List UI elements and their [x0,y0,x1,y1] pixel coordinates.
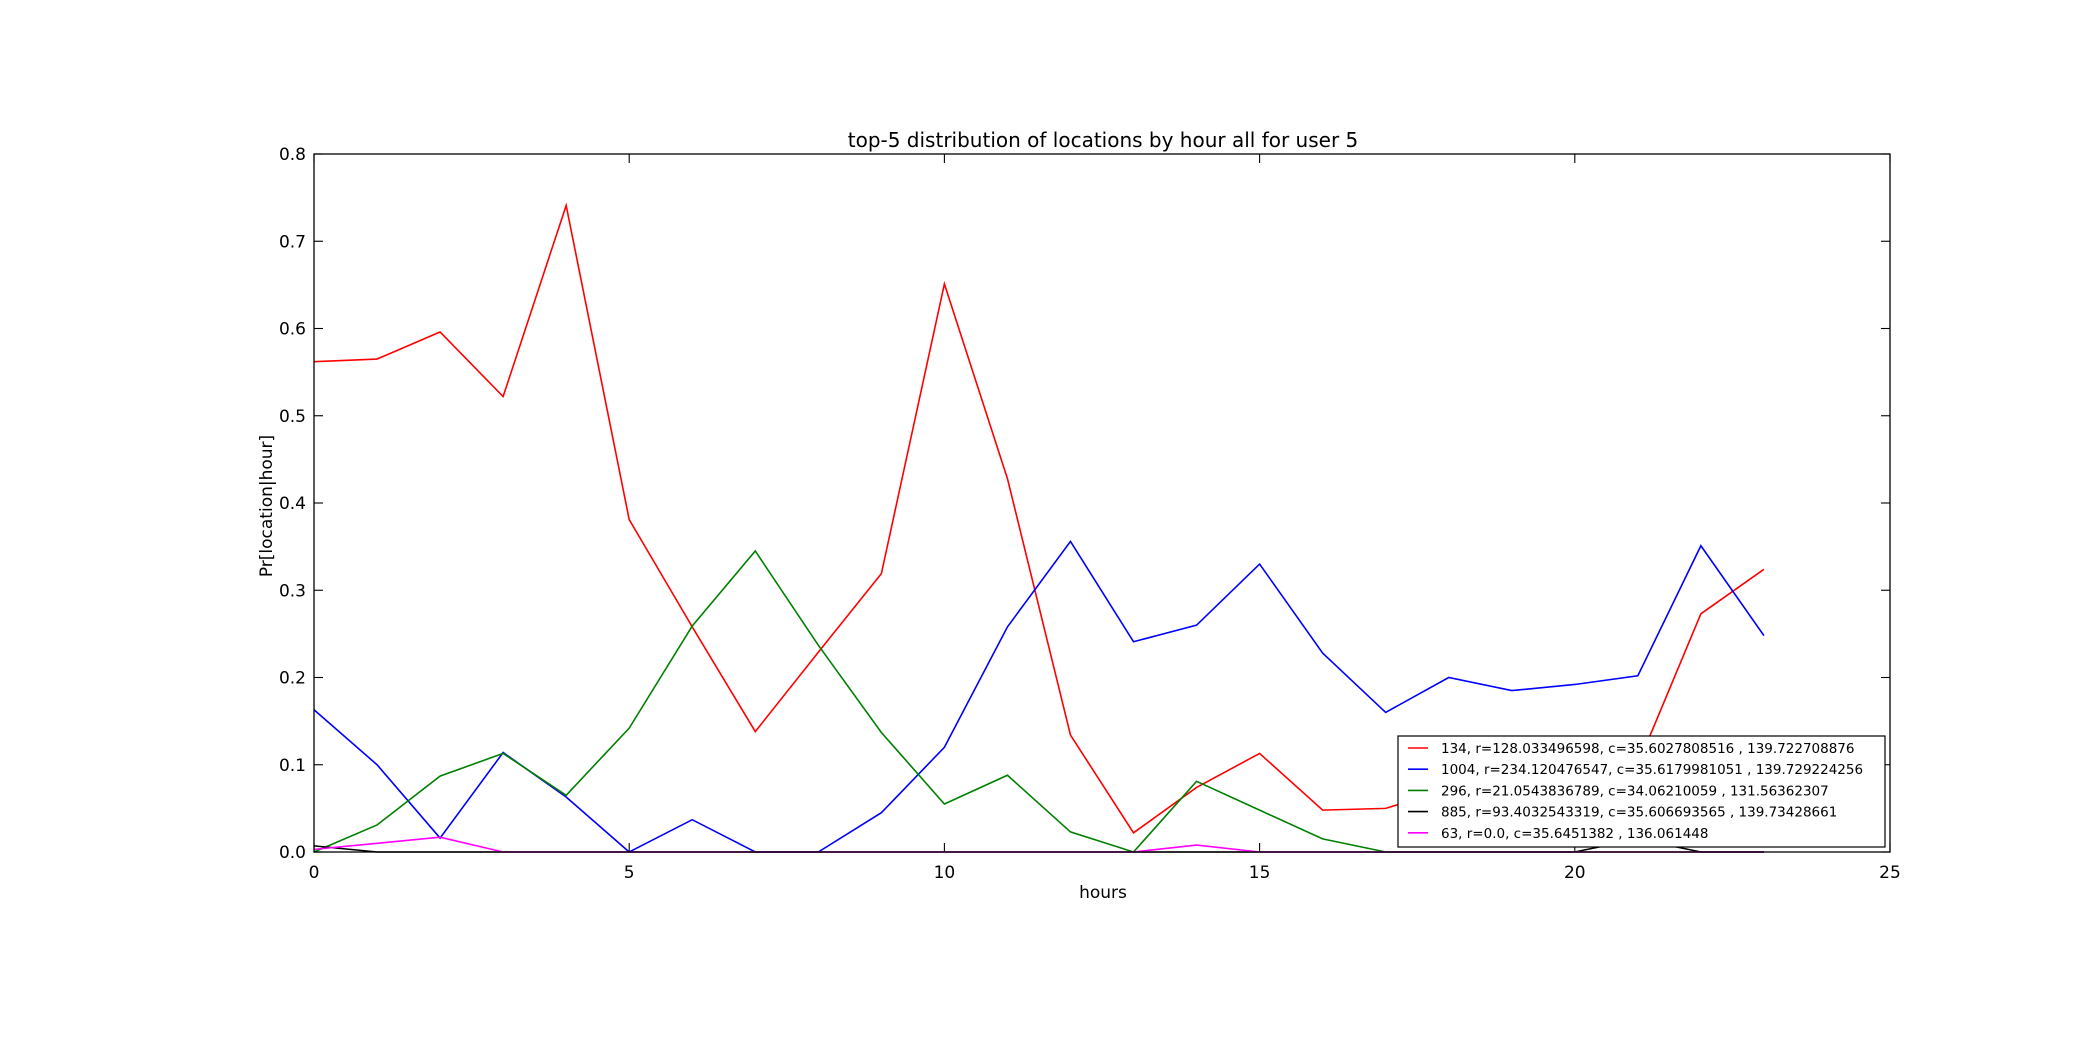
x-tick-label: 10 [934,863,956,883]
y-tick-label: 0.0 [279,843,306,863]
legend-label-3: 296, r=21.0543836789, c=34.06210059 , 13… [1441,783,1829,799]
legend-label-2: 1004, r=234.120476547, c=35.6179981051 ,… [1441,762,1863,778]
x-tick-label: 15 [1249,863,1271,883]
x-axis-label: hours [1079,883,1127,903]
y-tick-label: 0.2 [279,669,306,689]
chart-title: top-5 distribution of locations by hour … [848,128,1359,152]
x-tick-label: 20 [1564,863,1586,883]
series-line-2 [313,539,1765,853]
y-axis-label: Pr[location|hour] [257,435,277,577]
legend-label-5: 63, r=0.0, c=35.6451382 , 136.061448 [1441,826,1708,842]
axes-layer: 0 5 10 15 20 25 0.0 0.1 0.2 0.3 0.4 0.5 0.6 0.7 0.8 [279,145,1901,883]
legend-label-4: 885, r=93.4032543319, c=35.606693565 , 1… [1441,805,1837,821]
y-tick-label: 0.6 [279,320,306,340]
y-tick-label: 0.3 [279,581,306,601]
legend: 134, r=128.033496598, c=35.6027808516 , … [1397,735,1886,848]
x-tick-label: 0 [309,863,320,883]
y-tick-label: 0.4 [279,494,306,514]
x-tick-label: 25 [1879,863,1901,883]
y-tick-label: 0.7 [279,232,306,252]
y-tick-label: 0.5 [279,407,306,427]
y-tick-label: 0.1 [279,756,306,776]
legend-box [1397,735,1886,848]
legend-label-1: 134, r=128.033496598, c=35.6027808516 , … [1441,741,1854,757]
x-tick-label: 5 [624,863,635,883]
y-tick-label: 0.8 [279,145,306,165]
